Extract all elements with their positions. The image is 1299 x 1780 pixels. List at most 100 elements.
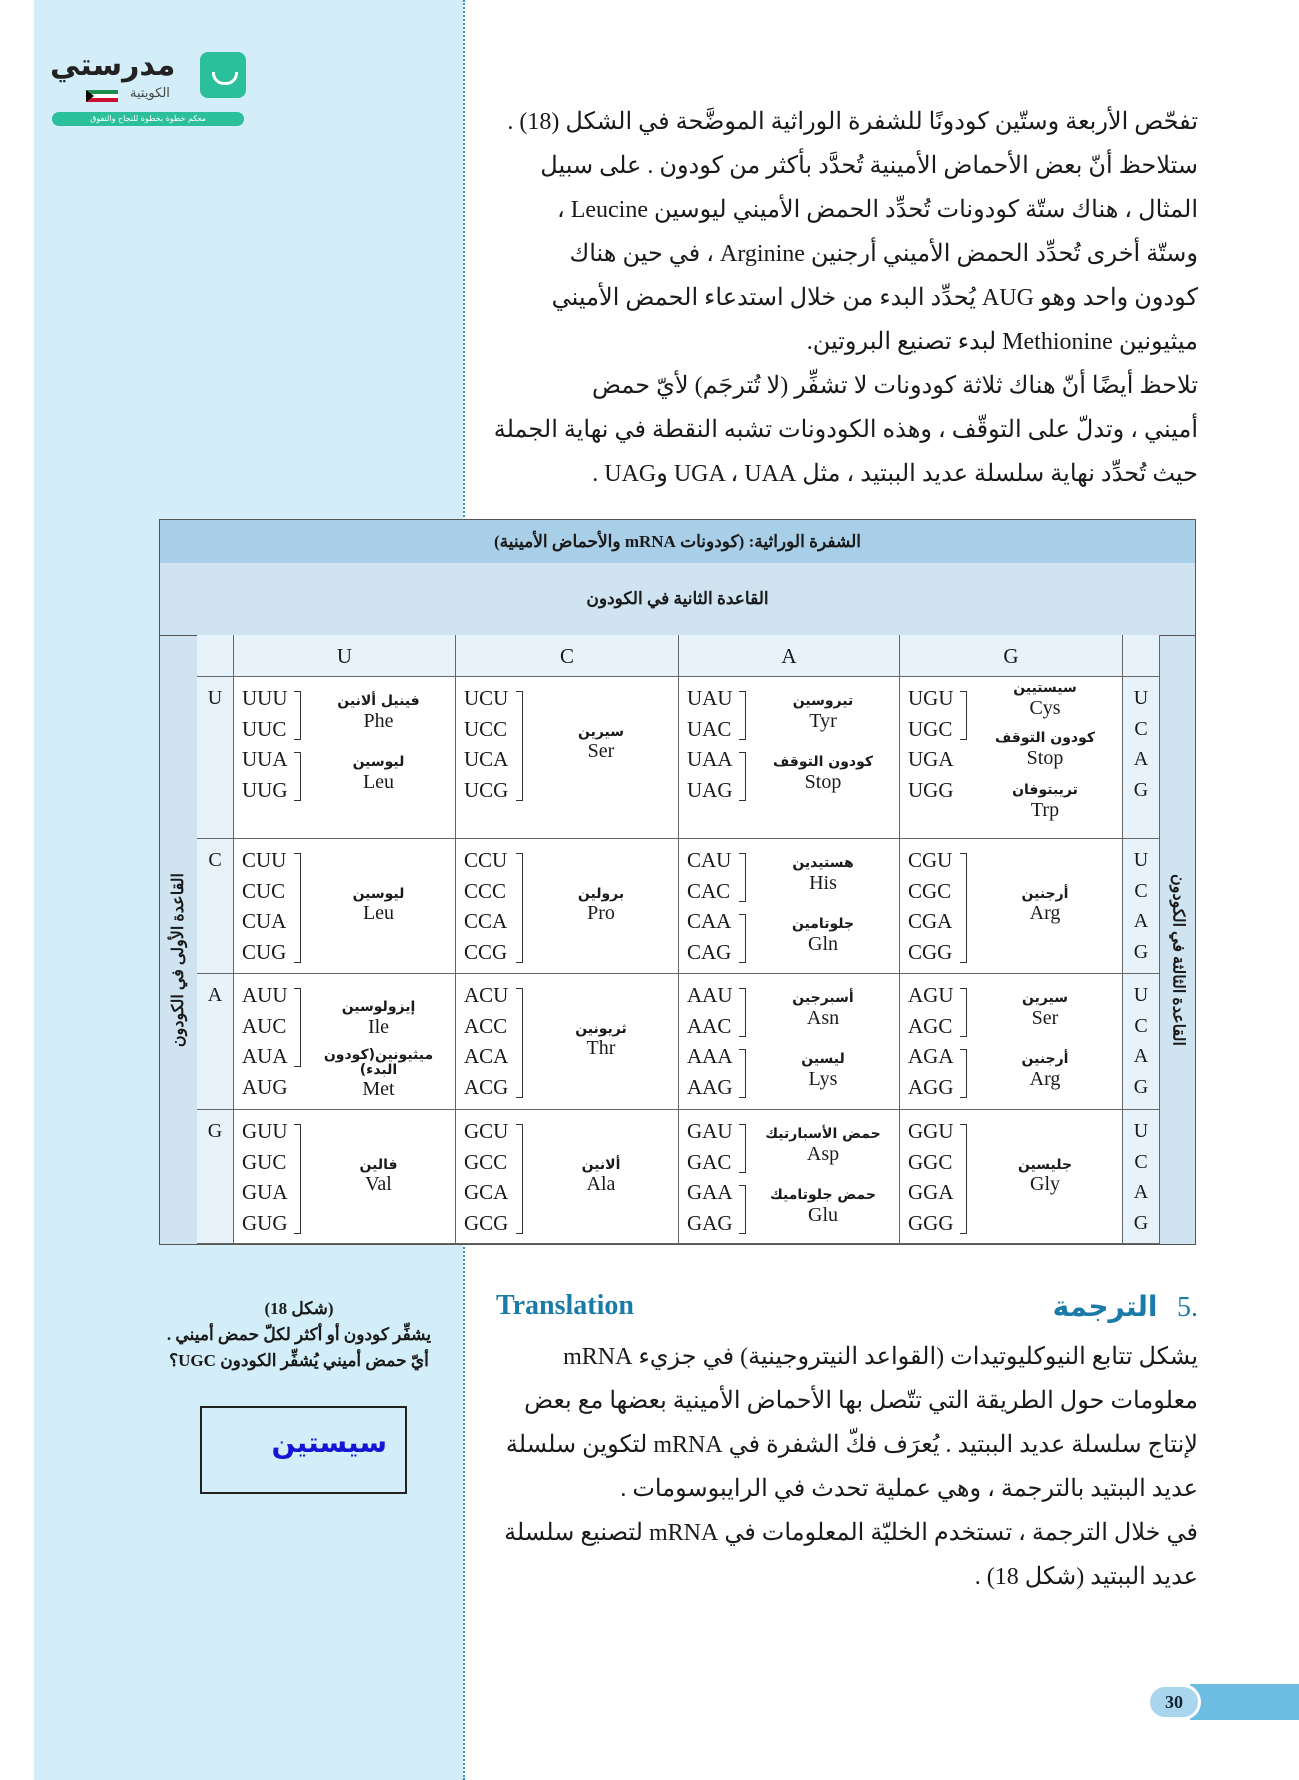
column-header-C: C: [456, 635, 679, 677]
section-title-ar-text: الترجمة: [1052, 1290, 1158, 1323]
amino-acid-arabic: فالين: [359, 1156, 398, 1173]
amino-acid-abbrev: Arg: [1029, 902, 1061, 925]
third-base-label: القاعدة الثالثة في الكودون: [1160, 676, 1196, 1244]
amino-acid-label: سيرين Ser: [528, 725, 674, 763]
amino-acid-label: ليوسين Leu: [306, 887, 451, 925]
amino-acid-abbrev: Pro: [587, 902, 615, 925]
third-base-letter: C: [1134, 717, 1148, 740]
codon: UUU: [242, 686, 288, 710]
amino-acid-abbrev: Ile: [367, 1015, 390, 1038]
first-base-label: القاعدة الأولى في الكودون: [160, 676, 196, 1244]
codon: CAC: [687, 878, 731, 903]
amino-acid-label: كودون التوقف Stop: [972, 731, 1118, 769]
codon-bracket: [294, 1124, 301, 1234]
caption-line: يشفِّر كودون أو أكثر لكلّ حمض أميني .: [166, 1325, 432, 1344]
text-line: المثال ، هناك ستّة كودونات تُحدِّد الحمض…: [556, 197, 1198, 223]
third-base-letter: C: [1134, 1014, 1148, 1037]
amino-acid-arabic: ألانين: [581, 1156, 621, 1173]
text-line: حيث تُحدِّد نهاية سلسلة عديد الببتيد ، م…: [592, 461, 1198, 487]
amino-acid-arabic: كودون التوقف: [994, 730, 1096, 746]
amino-acid-label: حمض جلوتاميك Glu: [751, 1188, 895, 1226]
codon-bracket: [739, 914, 746, 963]
codon-bracket: [739, 988, 746, 1037]
codon: AAC: [687, 1013, 732, 1038]
codon: ACA: [464, 1044, 509, 1068]
text-line: ستلاحظ أنّ بعض الأحماض الأمينية تُحدَّد …: [540, 153, 1198, 179]
codon: AUA: [242, 1044, 288, 1068]
codon: GUU: [242, 1119, 288, 1143]
codon-bracket: [960, 988, 967, 1037]
codon-bracket: [960, 691, 967, 740]
second-base-label: القاعدة الثانية في الكودون: [160, 563, 1195, 636]
text-line: لإنتاج سلسلة عديد الببتيد . يُعرَف فكّ ا…: [505, 1432, 1198, 1458]
section-title-en: Translation: [496, 1290, 634, 1321]
amino-acid-label: هستيدين His: [751, 856, 895, 894]
amino-acid-abbrev: Gln: [808, 932, 838, 955]
codon-bracket: [294, 988, 301, 1067]
amino-acid-label: ليسين Lys: [751, 1052, 895, 1090]
answer-box[interactable]: سيستين: [200, 1406, 407, 1494]
codon: AUC: [242, 1013, 287, 1038]
amino-acid-label: تريبتوفان Trp: [972, 783, 1118, 821]
third-base-letter: U: [1133, 849, 1149, 871]
amino-acid-arabic: ليوسين: [352, 754, 405, 771]
column-header-A: A: [679, 635, 900, 677]
amino-acid-label: أسبرجين Asn: [751, 991, 895, 1029]
codon: CAG: [687, 939, 732, 964]
amino-acid-abbrev: His: [809, 871, 837, 894]
header-spacer: [197, 635, 234, 677]
text-line: يشكل تتابع النيوكليوتيدات (القواعد النيت…: [563, 1344, 1198, 1370]
amino-acid-label: ميثيونين(كودون البدء) Met: [306, 1048, 451, 1100]
codon: UAA: [687, 747, 733, 771]
codon: CAA: [687, 909, 732, 933]
amino-acid-arabic: سيستيين: [1013, 680, 1077, 696]
first-base-letter: C: [208, 849, 222, 871]
codon-cell: UUU UUC UUA UUG فينيل ألانين Phe ليوسين Leu: [234, 677, 456, 839]
codon: CUA: [242, 909, 287, 933]
text-line: أميني ، وتدلّ على التوقّف ، وهذه الكودون…: [493, 417, 1198, 443]
amino-acid-label: جلوتامين Gln: [751, 917, 895, 955]
text-line: عديد الببتيد بالترجمة ، وهي عملية تحدث ف…: [620, 1476, 1198, 1502]
third-base-letter: G: [1133, 778, 1149, 801]
codon-cell: GUU GUC GUA GUG فالين Val: [234, 1110, 456, 1244]
amino-acid-arabic: ثريونين: [575, 1020, 627, 1037]
amino-acid-label: إيزولوسين Ile: [306, 1000, 451, 1038]
amino-acid-label: فينيل ألانين Phe: [306, 694, 451, 732]
text-line: عديد الببتيد (شكل 18) .: [974, 1564, 1198, 1590]
third-base-letter: U: [1133, 1120, 1149, 1142]
amino-acid-abbrev: Thr: [586, 1037, 616, 1060]
amino-acid-label: فالين Val: [306, 1158, 451, 1196]
first-base-label-text: القاعدة الأولى في الكودون: [169, 872, 187, 1048]
codon: ACU: [464, 983, 509, 1007]
first-base-C: C: [197, 839, 234, 974]
amino-acid-abbrev: Met: [362, 1078, 395, 1101]
codon-cell: ACU ACC ACA ACG ثريونين Thr: [456, 974, 679, 1110]
codon-bracket: [739, 1124, 746, 1173]
codon: GUC: [242, 1149, 287, 1174]
codon-bracket: [739, 1185, 746, 1234]
text-line: تلاحظ أيضًا أنّ هناك ثلاثة كودونات لا تش…: [592, 373, 1198, 399]
codon: CCU: [464, 848, 508, 872]
codon: AUG: [242, 1074, 288, 1099]
amino-acid-abbrev: Leu: [362, 770, 395, 793]
codon: CCC: [464, 878, 507, 903]
codon: CCG: [464, 939, 508, 964]
first-base-letter: U: [207, 687, 223, 709]
codon: AGA: [908, 1044, 954, 1068]
page-bar: [1190, 1684, 1299, 1720]
table-title: الشفرة الوراثية: (كودونات mRNA والأحماض …: [160, 520, 1195, 564]
caption-question: أيّ حمض أميني يُشفِّر الكودون UGC؟: [169, 1351, 429, 1370]
codon: GCU: [464, 1119, 509, 1143]
section-number: .5: [1177, 1292, 1198, 1323]
codon-cell: GCU GCC GCA GCG ألانين Ala: [456, 1110, 679, 1244]
third-base-letter: C: [1134, 879, 1148, 902]
amino-acid-arabic: ليسين: [801, 1051, 845, 1068]
first-base-G: G: [197, 1110, 234, 1244]
codon-cell: CUU CUC CUA CUG ليوسين Leu: [234, 839, 456, 974]
text-line: تفحّص الأربعة وستّين كودونًا للشفرة الور…: [507, 109, 1198, 135]
amino-acid-label: تيروسين Tyr: [751, 694, 895, 732]
third-base-letter: U: [1133, 984, 1149, 1006]
